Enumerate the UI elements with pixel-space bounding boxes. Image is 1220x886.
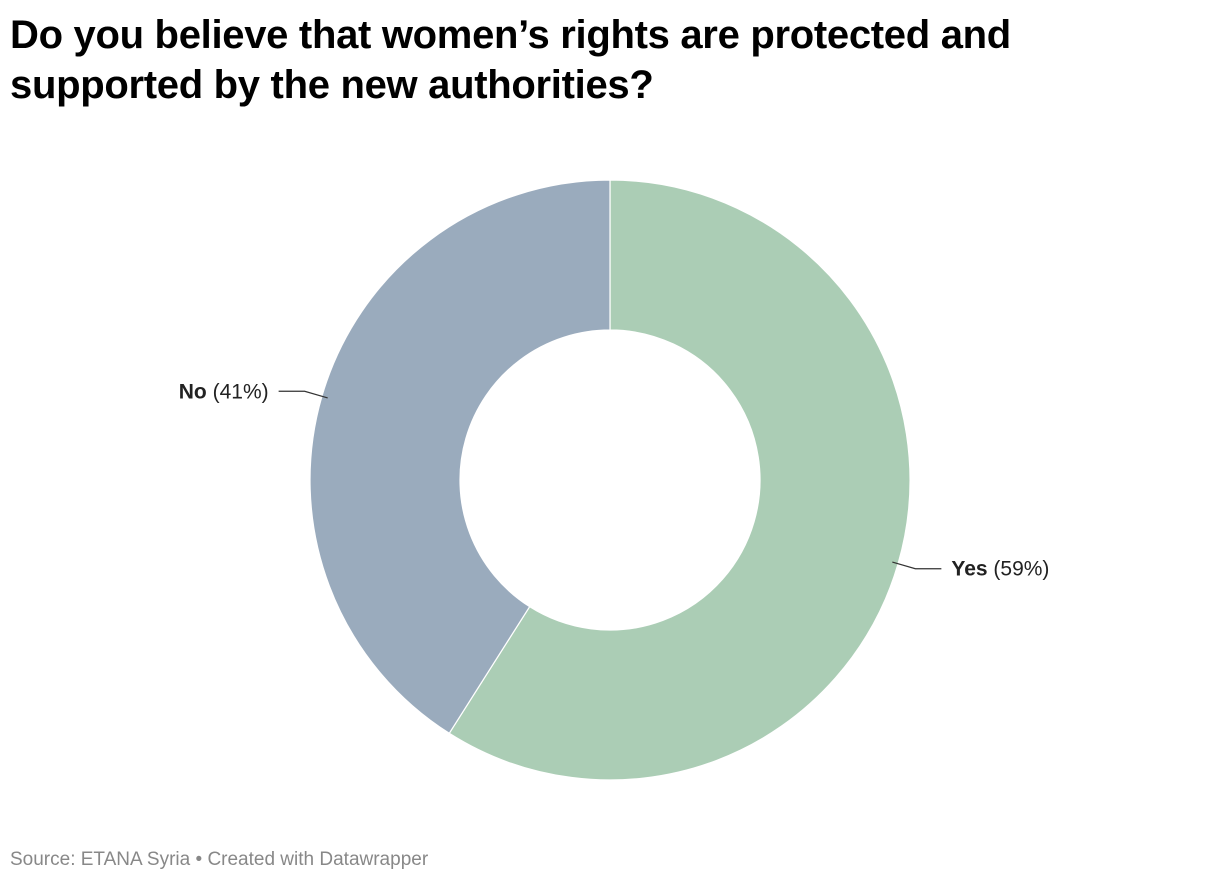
leader-lines-layer xyxy=(278,390,942,570)
footer-separator: • xyxy=(195,849,203,870)
chart-title: Do you believe that women’s rights are p… xyxy=(10,13,1011,107)
slice-label-yes: Yes (59%) xyxy=(951,558,1049,581)
slice-label-no: No (41%) xyxy=(179,380,269,403)
slice-labels-layer: Yes (59%) No (41%) xyxy=(179,380,1050,580)
slice-name-yes: Yes xyxy=(951,558,987,581)
leader-line-no xyxy=(278,390,328,399)
slice-value-yes: (59%) xyxy=(988,558,1050,581)
slices-layer xyxy=(309,179,911,781)
slice-no xyxy=(309,179,611,735)
slice-yes xyxy=(448,179,911,781)
slice-name-no: No xyxy=(179,380,207,403)
leader-line-yes xyxy=(892,561,942,570)
slice-value-no: (41%) xyxy=(207,380,269,403)
source-text: Source: ETANA Syria xyxy=(10,849,191,870)
chart-footer: Source: ETANA Syria • Created with Dataw… xyxy=(10,849,428,871)
credit-text: Created with Datawrapper xyxy=(207,849,429,870)
